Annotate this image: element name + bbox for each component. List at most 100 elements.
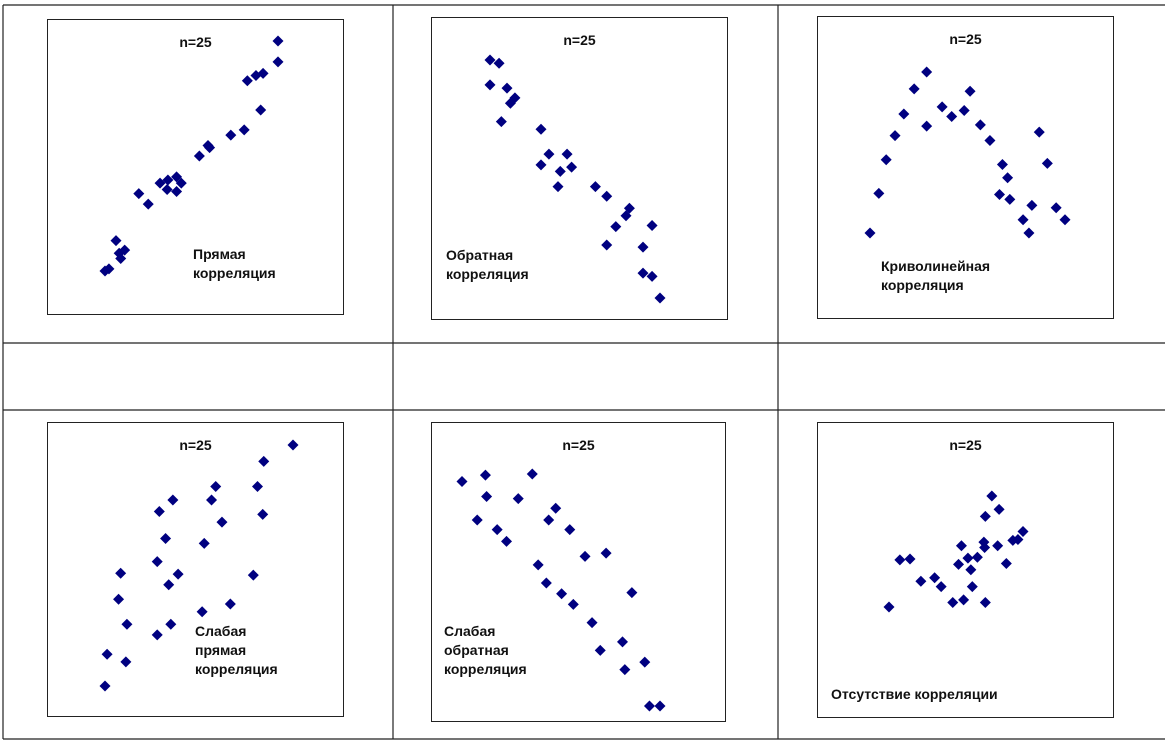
data-point bbox=[993, 503, 1005, 515]
scatter-plot-area bbox=[456, 468, 666, 712]
chart-caption: Слабая прямая корреляция bbox=[195, 623, 278, 677]
sample-size-label: n=25 bbox=[562, 437, 595, 453]
data-point bbox=[610, 221, 622, 233]
data-point bbox=[151, 556, 163, 568]
data-point bbox=[552, 181, 564, 193]
data-point bbox=[272, 56, 284, 68]
data-point bbox=[99, 680, 111, 692]
data-point bbox=[564, 524, 576, 536]
scatter-plot-area bbox=[99, 439, 299, 692]
data-point bbox=[1050, 202, 1062, 214]
data-point bbox=[921, 66, 933, 78]
data-point bbox=[540, 577, 552, 589]
data-point bbox=[142, 198, 154, 210]
data-point bbox=[481, 490, 493, 502]
chart-caption: Криволинейная корреляция bbox=[881, 258, 991, 293]
data-point bbox=[1000, 557, 1012, 569]
sample-size-label: n=25 bbox=[179, 34, 212, 50]
data-point bbox=[167, 494, 179, 506]
data-point bbox=[471, 514, 483, 526]
chart-caption: Прямая корреляция bbox=[193, 246, 276, 281]
data-point bbox=[241, 75, 253, 87]
chart-caption: Обратная корреляция bbox=[446, 247, 529, 282]
data-point bbox=[994, 189, 1006, 201]
data-point bbox=[947, 597, 959, 609]
data-point bbox=[526, 468, 538, 480]
data-point bbox=[535, 159, 547, 171]
data-point bbox=[556, 588, 568, 600]
data-point bbox=[198, 537, 210, 549]
data-point bbox=[935, 581, 947, 593]
data-point bbox=[1012, 534, 1024, 546]
data-point bbox=[238, 124, 250, 136]
data-point bbox=[915, 575, 927, 587]
data-point bbox=[971, 551, 983, 563]
data-point bbox=[567, 598, 579, 610]
data-point bbox=[247, 569, 259, 581]
data-point bbox=[654, 292, 666, 304]
data-point bbox=[646, 220, 658, 232]
data-point bbox=[965, 564, 977, 576]
data-point bbox=[224, 598, 236, 610]
data-point bbox=[121, 618, 133, 630]
data-point bbox=[908, 83, 920, 95]
data-point bbox=[120, 656, 132, 668]
data-point bbox=[216, 516, 228, 528]
data-point bbox=[958, 104, 970, 116]
data-point bbox=[532, 559, 544, 571]
data-point bbox=[883, 601, 895, 613]
data-point bbox=[626, 587, 638, 599]
data-point bbox=[257, 508, 269, 520]
panel-inverse-correlation: n=25 Обратная корреляция bbox=[431, 17, 728, 320]
panel-weak-inverse-correlation: n=25 Слабая обратная корреляция bbox=[431, 422, 726, 722]
data-point bbox=[1004, 193, 1016, 205]
data-point bbox=[101, 648, 113, 660]
data-point bbox=[1023, 227, 1035, 239]
data-point bbox=[272, 35, 284, 47]
data-point bbox=[979, 510, 991, 522]
data-point bbox=[115, 567, 127, 579]
data-point bbox=[1026, 199, 1038, 211]
data-point bbox=[1033, 126, 1045, 138]
panel-curvilinear-correlation: n=25 Криволинейная корреляция bbox=[817, 16, 1114, 319]
data-point bbox=[589, 181, 601, 193]
data-point bbox=[561, 148, 573, 160]
data-point bbox=[921, 120, 933, 132]
data-point bbox=[620, 210, 632, 222]
data-point bbox=[175, 177, 187, 189]
data-point bbox=[986, 490, 998, 502]
data-point bbox=[936, 101, 948, 113]
data-point bbox=[162, 174, 174, 186]
data-point bbox=[495, 116, 507, 128]
data-point bbox=[257, 67, 269, 79]
data-point bbox=[1017, 526, 1029, 538]
data-point bbox=[873, 187, 885, 199]
data-point bbox=[1041, 157, 1053, 169]
data-point bbox=[646, 270, 658, 282]
sample-size-label: n=25 bbox=[949, 437, 982, 453]
data-point bbox=[151, 629, 163, 641]
scatter-plot-area bbox=[99, 35, 284, 277]
data-point bbox=[153, 506, 165, 518]
sample-size-label: n=25 bbox=[563, 32, 596, 48]
sample-size-label: n=25 bbox=[179, 437, 212, 453]
data-point bbox=[966, 581, 978, 593]
panel-weak-direct-correlation: n=25 Слабая прямая корреляция bbox=[47, 422, 344, 717]
scatter-plot-area bbox=[864, 66, 1071, 239]
data-point bbox=[160, 533, 172, 545]
data-point bbox=[637, 241, 649, 253]
data-point bbox=[204, 142, 216, 154]
data-point bbox=[929, 572, 941, 584]
data-point bbox=[110, 235, 122, 247]
data-point bbox=[484, 54, 496, 66]
data-point bbox=[479, 469, 491, 481]
data-point bbox=[996, 159, 1008, 171]
data-point bbox=[554, 165, 566, 177]
data-point bbox=[196, 606, 208, 618]
data-point bbox=[594, 644, 606, 656]
data-point bbox=[287, 439, 299, 451]
data-point bbox=[161, 183, 173, 195]
data-point bbox=[456, 475, 468, 487]
data-point bbox=[601, 239, 613, 251]
data-point bbox=[979, 597, 991, 609]
